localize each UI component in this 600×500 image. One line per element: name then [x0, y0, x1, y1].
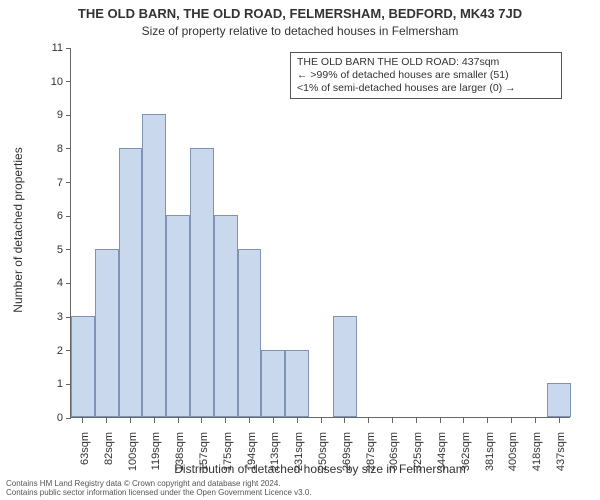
annotation-line: <1% of semi-detached houses are larger (…	[297, 82, 555, 95]
x-tick	[416, 418, 417, 423]
y-tick-label: 0	[57, 412, 63, 424]
x-tick	[344, 418, 345, 423]
histogram-bar	[71, 316, 95, 417]
x-tick	[249, 418, 250, 423]
x-tick	[154, 418, 155, 423]
x-tick	[130, 418, 131, 423]
x-tick	[440, 418, 441, 423]
x-tick	[225, 418, 226, 423]
x-tick	[273, 418, 274, 423]
x-tick	[511, 418, 512, 423]
x-tick	[178, 418, 179, 423]
histogram-bar	[238, 249, 262, 417]
y-tick	[66, 249, 71, 250]
y-tick	[66, 283, 71, 284]
x-tick	[559, 418, 560, 423]
histogram-bar	[119, 148, 143, 417]
x-tick	[392, 418, 393, 423]
histogram-bar	[285, 350, 309, 417]
y-tick-label: 8	[57, 143, 63, 155]
annotation-line: ← >99% of detached houses are smaller (5…	[297, 69, 555, 82]
y-axis-title: Number of detached properties	[11, 147, 25, 312]
chart-title-sub: Size of property relative to detached ho…	[0, 24, 600, 38]
chart-title-main: THE OLD BARN, THE OLD ROAD, FELMERSHAM, …	[0, 6, 600, 21]
y-tick	[66, 418, 71, 419]
chart-container: { "chart": { "type": "histogram", "title…	[0, 0, 600, 500]
y-tick-label: 6	[57, 210, 63, 222]
x-tick	[535, 418, 536, 423]
footer-line: Contains HM Land Registry data © Crown c…	[6, 479, 312, 489]
y-tick-label: 9	[57, 109, 63, 121]
y-tick-label: 11	[52, 42, 63, 54]
histogram-bar	[261, 350, 285, 417]
x-tick	[82, 418, 83, 423]
x-tick	[201, 418, 202, 423]
annotation-line: THE OLD BARN THE OLD ROAD: 437sqm	[297, 56, 555, 69]
histogram-bar	[142, 114, 166, 417]
y-tick	[66, 48, 71, 49]
histogram-bar	[166, 215, 190, 417]
y-tick	[66, 216, 71, 217]
x-tick	[297, 418, 298, 423]
y-tick-label: 2	[57, 345, 63, 357]
y-tick-label: 10	[51, 76, 63, 88]
x-tick	[368, 418, 369, 423]
y-tick-label: 7	[57, 177, 63, 189]
footer-line: Contains public sector information licen…	[6, 488, 312, 498]
annotation-box: THE OLD BARN THE OLD ROAD: 437sqm ← >99%…	[290, 52, 562, 99]
histogram-bar	[547, 383, 571, 417]
y-tick-label: 4	[57, 277, 63, 289]
x-tick	[463, 418, 464, 423]
y-tick-label: 1	[57, 378, 63, 390]
x-tick	[106, 418, 107, 423]
y-tick	[66, 81, 71, 82]
histogram-bar	[190, 148, 214, 417]
y-tick-label: 3	[57, 311, 63, 323]
x-axis-title: Distribution of detached houses by size …	[70, 462, 570, 476]
x-tick	[321, 418, 322, 423]
x-tick	[487, 418, 488, 423]
histogram-bar	[214, 215, 238, 417]
histogram-bar	[333, 316, 357, 417]
y-tick-label: 5	[57, 244, 63, 256]
footer-attribution: Contains HM Land Registry data © Crown c…	[6, 479, 312, 498]
y-tick	[66, 115, 71, 116]
y-tick	[66, 182, 71, 183]
y-tick	[66, 148, 71, 149]
histogram-bar	[95, 249, 119, 417]
plot-area: 0123456789101163sqm82sqm100sqm119sqm138s…	[70, 48, 570, 418]
